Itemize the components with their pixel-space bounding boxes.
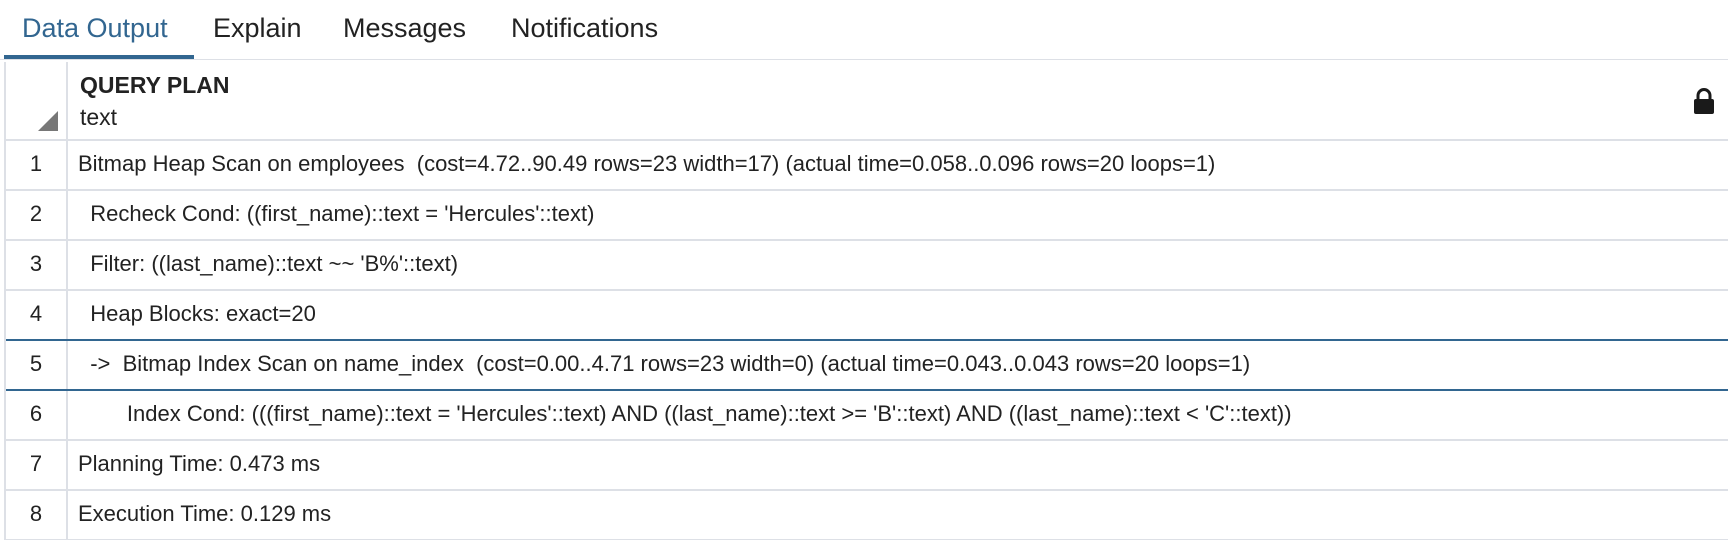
- row-number[interactable]: 7: [6, 441, 68, 489]
- query-plan-cell[interactable]: Planning Time: 0.473 ms: [78, 451, 321, 476]
- tab-explain[interactable]: Explain: [213, 13, 302, 43]
- grid-header: QUERY PLAN text: [6, 62, 1728, 141]
- row-number[interactable]: 8: [6, 491, 68, 539]
- row-number[interactable]: 2: [6, 191, 68, 239]
- query-plan-cell[interactable]: -> Bitmap Index Scan on name_index (cost…: [78, 351, 1251, 376]
- query-plan-cell[interactable]: Recheck Cond: ((first_name)::text = 'Her…: [78, 201, 595, 226]
- table-row[interactable]: 6 Index Cond: (((first_name)::text = 'He…: [6, 391, 1728, 441]
- table-row[interactable]: 7 Planning Time: 0.473 ms: [6, 441, 1728, 491]
- column-type: text: [80, 104, 118, 130]
- query-plan-cell[interactable]: Bitmap Heap Scan on employees (cost=4.72…: [78, 151, 1216, 176]
- table-row-selected[interactable]: 5 -> Bitmap Index Scan on name_index (co…: [6, 339, 1728, 391]
- row-number[interactable]: 6: [6, 391, 68, 439]
- table-row[interactable]: 1 Bitmap Heap Scan on employees (cost=4.…: [6, 141, 1728, 191]
- tab-messages[interactable]: Messages: [343, 13, 467, 43]
- query-plan-cell[interactable]: Filter: ((last_name)::text ~~ 'B%'::text…: [78, 251, 459, 276]
- table-row[interactable]: 2 Recheck Cond: ((first_name)::text = 'H…: [6, 191, 1728, 241]
- tab-data-output[interactable]: Data Output: [22, 13, 168, 43]
- results-tab-bar: Data Output Explain Messages Notificatio…: [0, 0, 1728, 60]
- query-plan-cell[interactable]: Execution Time: 0.129 ms: [78, 501, 332, 526]
- table-row[interactable]: 8 Execution Time: 0.129 ms: [6, 491, 1728, 540]
- row-number[interactable]: 5: [6, 341, 68, 389]
- select-all-triangle-icon: [38, 111, 58, 131]
- results-grid: QUERY PLAN text 1 Bitmap Heap Scan on em…: [4, 62, 1728, 540]
- row-number[interactable]: 4: [6, 291, 68, 339]
- grid-rows: 1 Bitmap Heap Scan on employees (cost=4.…: [6, 141, 1728, 540]
- select-all-corner[interactable]: [6, 62, 68, 139]
- row-number[interactable]: 1: [6, 141, 68, 189]
- tab-notifications[interactable]: Notifications: [511, 13, 659, 43]
- query-plan-cell[interactable]: Heap Blocks: exact=20: [78, 301, 316, 326]
- column-title[interactable]: QUERY PLAN: [80, 72, 230, 98]
- active-tab-indicator: [4, 55, 194, 59]
- row-number[interactable]: 3: [6, 241, 68, 289]
- lock-icon: [1694, 88, 1714, 114]
- table-row[interactable]: 3 Filter: ((last_name)::text ~~ 'B%'::te…: [6, 241, 1728, 291]
- table-row[interactable]: 4 Heap Blocks: exact=20: [6, 291, 1728, 341]
- query-plan-cell[interactable]: Index Cond: (((first_name)::text = 'Herc…: [78, 401, 1292, 426]
